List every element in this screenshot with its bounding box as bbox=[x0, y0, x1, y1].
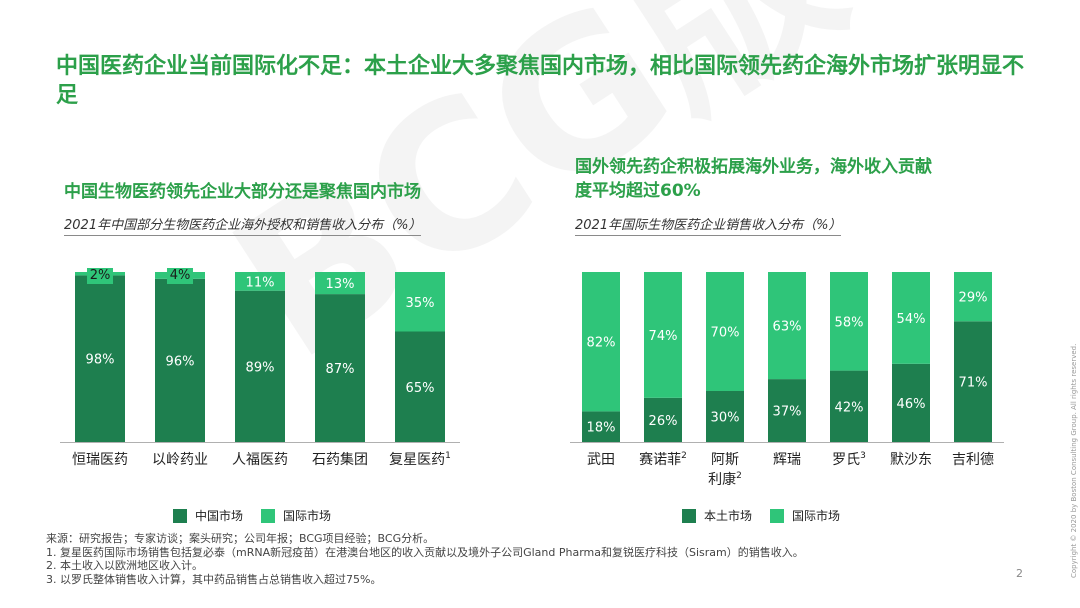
right-legend: 本土市场 国际市场 bbox=[682, 507, 858, 524]
legend-swatch-home bbox=[682, 508, 696, 523]
copyright-text: Copyright © 2020 by Boston Consulting Gr… bbox=[1070, 343, 1078, 578]
legend-swatch-intl bbox=[261, 508, 276, 523]
data-label-bg bbox=[87, 268, 113, 284]
right-heading-line2: 度平均超过60% bbox=[575, 181, 701, 201]
legend-label-domestic: 中国市场 bbox=[195, 509, 244, 523]
data-label-international: 2% bbox=[90, 268, 111, 283]
data-label-international: 11% bbox=[246, 275, 275, 290]
category-superscript: 3 bbox=[860, 451, 866, 461]
left-caption: 2021年中国部分生物医药企业海外授权和销售收入分布（%） bbox=[64, 214, 422, 236]
bar-domestic bbox=[395, 331, 445, 442]
bar-international bbox=[644, 272, 682, 398]
category-label: 石药集团 bbox=[312, 451, 368, 468]
data-label-domestic: 87% bbox=[326, 362, 355, 377]
bar-international bbox=[582, 272, 620, 412]
category-label: 人福医药 bbox=[232, 452, 288, 468]
bar-international bbox=[235, 272, 285, 291]
data-label-domestic: 65% bbox=[406, 381, 435, 396]
note-2: 2. 本土收入以欧洲地区收入计。 bbox=[46, 559, 203, 572]
data-label-international: 70% bbox=[711, 326, 740, 341]
category-superscript: 1 bbox=[445, 451, 451, 461]
category-label: 默沙东 bbox=[890, 452, 932, 468]
footnotes: 来源：研究报告；专家访谈；案头研究；公司年报；BCG项目经验；BCG分析。 1.… bbox=[46, 532, 804, 586]
bar-domestic bbox=[830, 370, 868, 442]
category-superscript: 2 bbox=[736, 471, 742, 481]
data-label-domestic: 18% bbox=[587, 421, 616, 436]
category-label: 赛诺菲2 bbox=[639, 451, 687, 468]
page-title: 中国医药企业当前国际化不足：本土企业大多聚焦国内市场，相比国际领先药企海外市场扩… bbox=[56, 54, 1025, 108]
bar-international bbox=[892, 272, 930, 364]
left-heading: 中国生物医药领先企业大部分还是聚焦国内市场 bbox=[64, 182, 421, 202]
category-label: 罗氏3 bbox=[832, 451, 866, 468]
category-label: 恒瑞医药 bbox=[72, 452, 128, 468]
data-label-domestic: 89% bbox=[246, 360, 275, 375]
bar-domestic bbox=[954, 321, 992, 442]
legend-label-intl: 国际市场 bbox=[283, 509, 332, 523]
bar-domestic bbox=[155, 278, 205, 442]
bar-international bbox=[830, 272, 868, 371]
bar-domestic bbox=[644, 397, 682, 442]
bar-domestic bbox=[75, 275, 125, 442]
bar-domestic bbox=[706, 391, 744, 442]
data-label-international: 29% bbox=[959, 291, 988, 306]
data-label-international: 63% bbox=[773, 320, 802, 335]
data-label-international: 82% bbox=[587, 336, 616, 351]
category-superscript: 2 bbox=[681, 451, 687, 461]
note-1: 1. 复星医药国际市场销售包括复必泰（mRNA新冠疫苗）在港澳台地区的收入贡献以… bbox=[46, 545, 804, 559]
data-label-domestic: 26% bbox=[649, 414, 678, 429]
bar-domestic bbox=[768, 379, 806, 442]
data-label-domestic: 42% bbox=[835, 400, 864, 415]
left-stacked-bar-chart: 2% 98% 恒瑞医药 4% 96% 以岭药业 11% 89% 人福医药 13% 87% 石药集团 35… bbox=[60, 268, 460, 468]
category-label: 复星医药1 bbox=[389, 451, 451, 468]
left-legend: 中国市场 国际市场 bbox=[173, 507, 349, 524]
bar-domestic bbox=[315, 294, 365, 442]
right-heading: 国外领先药企积极拓展海外业务，海外收入贡献 度平均超过60% bbox=[575, 155, 1015, 203]
category-label: 武田 bbox=[587, 452, 615, 468]
right-caption: 2021年国际生物医药企业销售收入分布（%） bbox=[575, 214, 842, 236]
category-label-line2: 利康2 bbox=[708, 471, 742, 488]
legend-label-overseas: 国际市场 bbox=[792, 509, 841, 523]
legend-swatch-domestic bbox=[173, 508, 187, 523]
bar-domestic bbox=[235, 290, 285, 442]
bar-international bbox=[768, 272, 806, 380]
data-label-international: 58% bbox=[835, 315, 864, 330]
data-label-domestic: 98% bbox=[86, 353, 115, 368]
data-label-domestic: 96% bbox=[166, 354, 195, 369]
data-label-international: 4% bbox=[170, 268, 191, 283]
data-label-domestic: 30% bbox=[711, 411, 740, 426]
right-heading-line1: 国外领先药企积极拓展海外业务，海外收入贡献 bbox=[575, 157, 932, 177]
bar-international bbox=[315, 272, 365, 295]
category-label: 吉利德 bbox=[952, 452, 994, 468]
category-label: 辉瑞 bbox=[773, 452, 801, 468]
bar-international bbox=[395, 272, 445, 332]
category-label: 阿斯 bbox=[711, 452, 739, 468]
data-label-international: 54% bbox=[897, 312, 926, 327]
data-label-international: 74% bbox=[649, 329, 678, 344]
data-label-international: 13% bbox=[326, 277, 355, 292]
data-label-international: 35% bbox=[406, 296, 435, 311]
data-label-domestic: 37% bbox=[773, 405, 802, 420]
category-label: 以岭药业 bbox=[152, 452, 208, 468]
bar-international bbox=[954, 272, 992, 322]
note-3: 3. 以罗氏整体销售收入计算，其中药品销售占总销售收入超过75%。 bbox=[46, 572, 382, 586]
data-label-domestic: 71% bbox=[959, 376, 988, 391]
bar-international bbox=[706, 272, 744, 391]
legend-label-home: 本土市场 bbox=[704, 509, 753, 523]
data-label-bg bbox=[167, 268, 193, 284]
bar-domestic bbox=[582, 411, 620, 442]
note-source: 来源：研究报告；专家访谈；案头研究；公司年报；BCG项目经验；BCG分析。 bbox=[46, 532, 435, 545]
data-label-domestic: 46% bbox=[897, 397, 926, 412]
page-number: 2 bbox=[1016, 567, 1023, 580]
legend-swatch-overseas bbox=[770, 508, 785, 523]
bar-domestic bbox=[892, 363, 930, 442]
